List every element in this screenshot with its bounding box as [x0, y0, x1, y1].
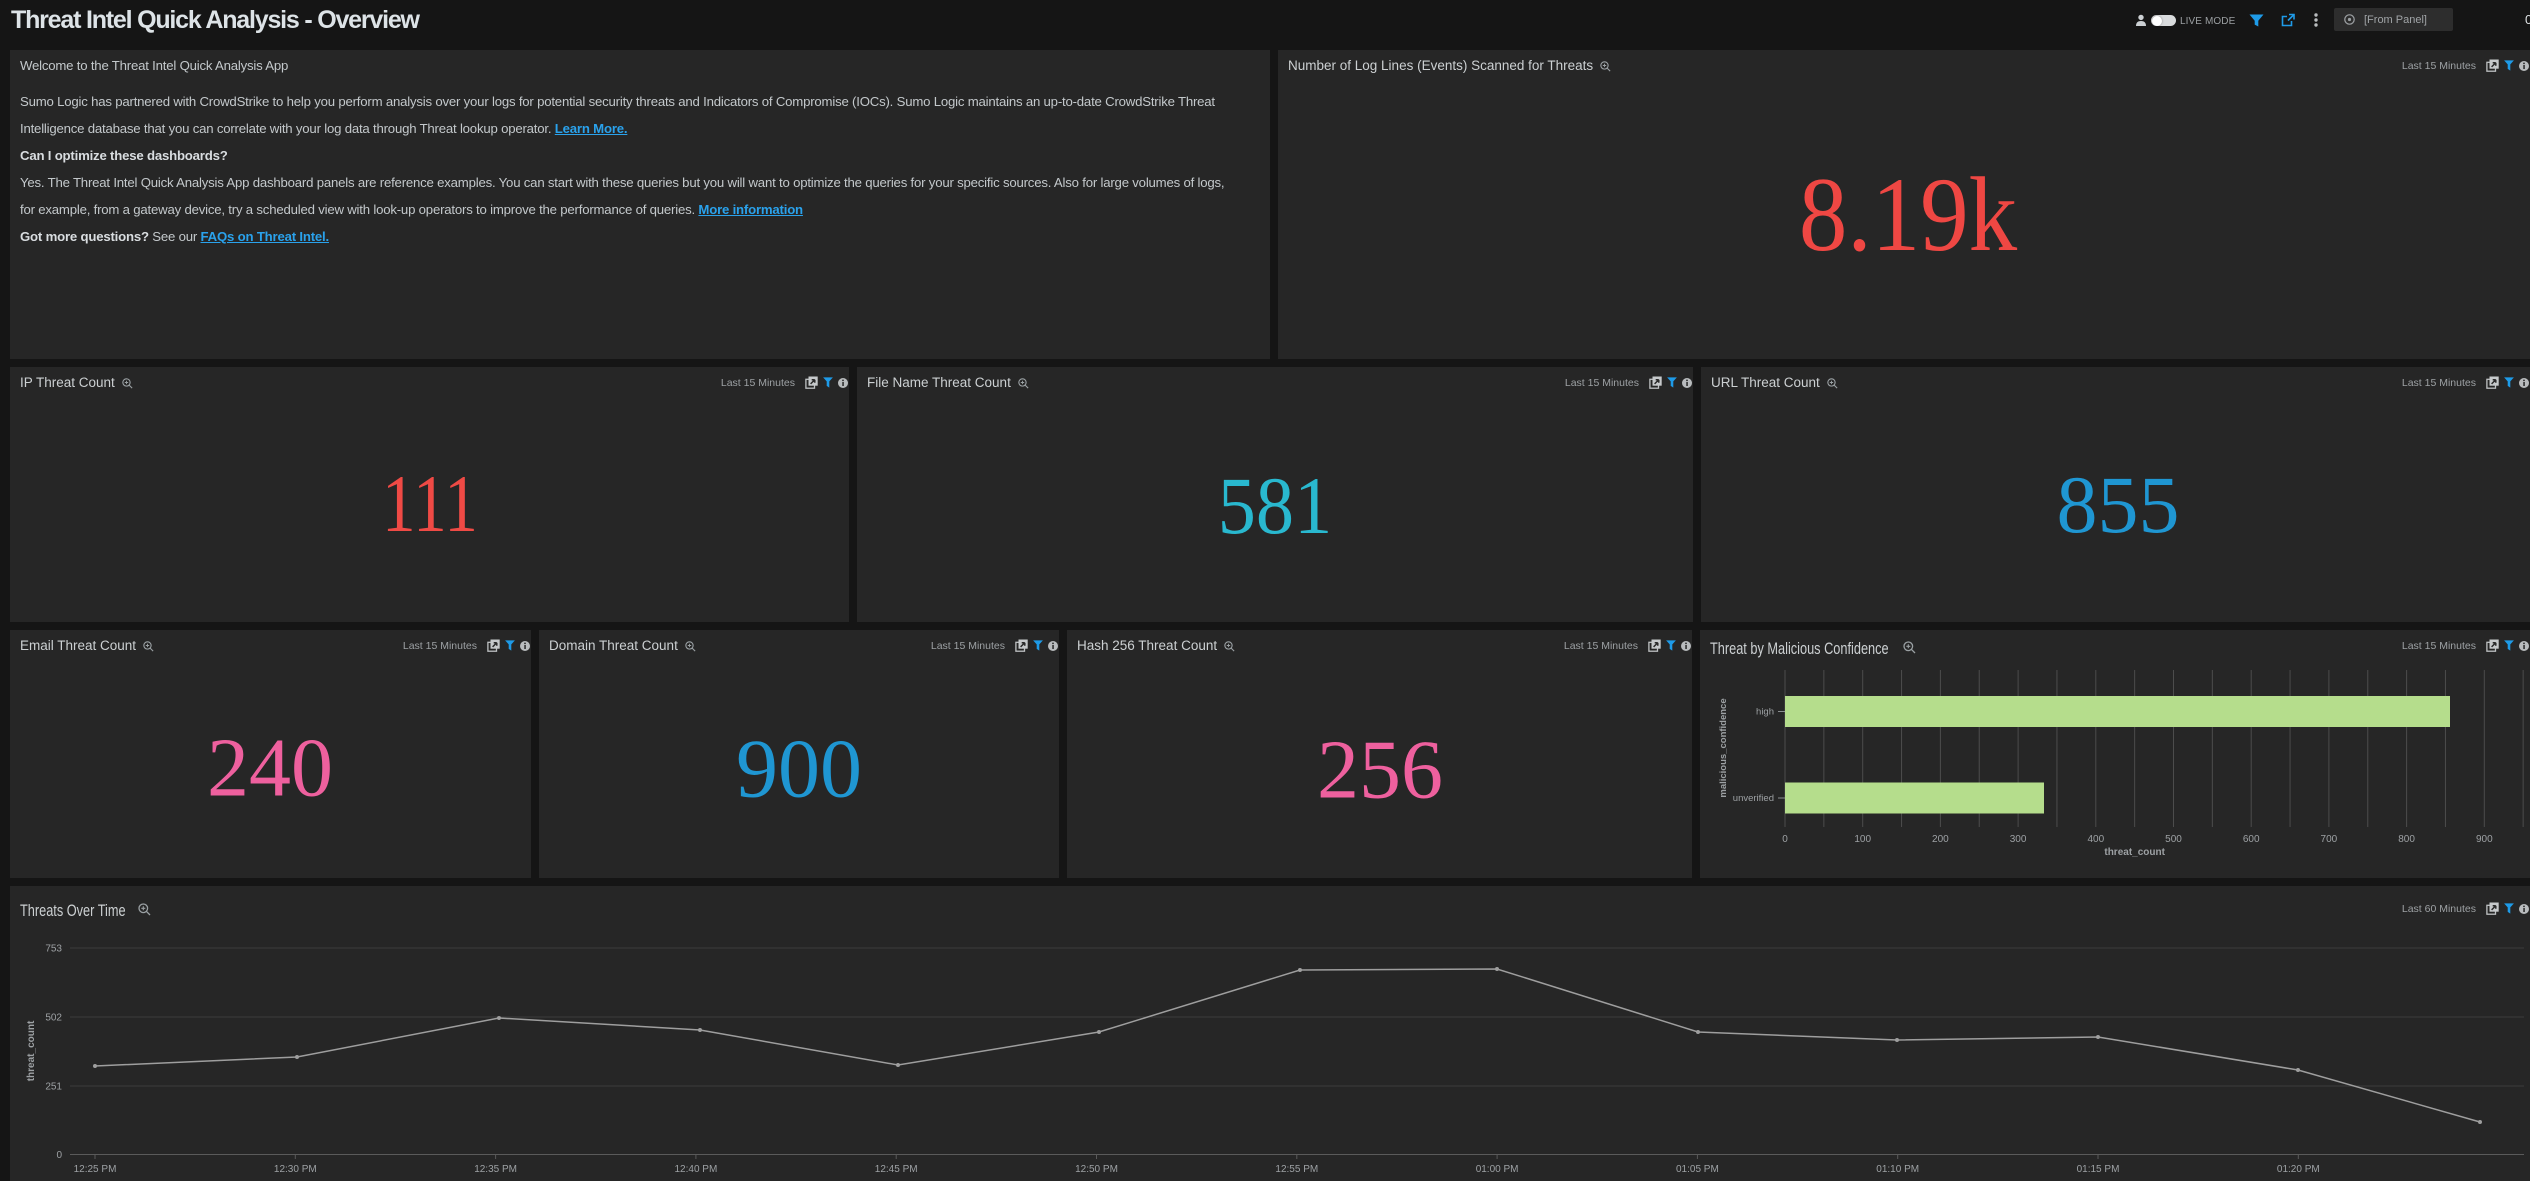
svg-text:900: 900	[2476, 834, 2493, 845]
svg-text:500: 500	[2165, 834, 2182, 845]
svg-text:01:05 PM: 01:05 PM	[1676, 1164, 1719, 1175]
svg-text:100: 100	[1854, 834, 1871, 845]
svg-text:800: 800	[2398, 834, 2415, 845]
svg-text:01:00 PM: 01:00 PM	[1476, 1164, 1519, 1175]
svg-text:400: 400	[2087, 834, 2104, 845]
svg-text:threat_count: threat_count	[2104, 847, 2165, 858]
svg-text:12:55 PM: 12:55 PM	[1275, 1164, 1318, 1175]
svg-text:753: 753	[45, 944, 62, 955]
svg-text:251: 251	[45, 1082, 62, 1093]
svg-text:12:45 PM: 12:45 PM	[875, 1164, 918, 1175]
svg-text:200: 200	[1932, 834, 1949, 845]
svg-text:0: 0	[56, 1150, 62, 1161]
svg-text:300: 300	[2010, 834, 2027, 845]
svg-text:01:20 PM: 01:20 PM	[2277, 1164, 2320, 1175]
svg-text:12:25 PM: 12:25 PM	[74, 1164, 117, 1175]
svg-text:01:10 PM: 01:10 PM	[1876, 1164, 1919, 1175]
svg-text:malicious_confidence: malicious_confidence	[1718, 698, 1729, 797]
svg-text:502: 502	[45, 1013, 62, 1024]
svg-text:threat_count: threat_count	[26, 1020, 37, 1081]
svg-text:high: high	[1756, 707, 1774, 718]
svg-text:12:30 PM: 12:30 PM	[274, 1164, 317, 1175]
svg-text:700: 700	[2321, 834, 2338, 845]
svg-text:01:15 PM: 01:15 PM	[2077, 1164, 2120, 1175]
svg-text:12:35 PM: 12:35 PM	[474, 1164, 517, 1175]
svg-text:600: 600	[2243, 834, 2260, 845]
svg-text:unverified: unverified	[1733, 793, 1774, 804]
svg-text:12:40 PM: 12:40 PM	[674, 1164, 717, 1175]
svg-text:12:50 PM: 12:50 PM	[1075, 1164, 1118, 1175]
svg-text:0: 0	[1782, 834, 1788, 845]
